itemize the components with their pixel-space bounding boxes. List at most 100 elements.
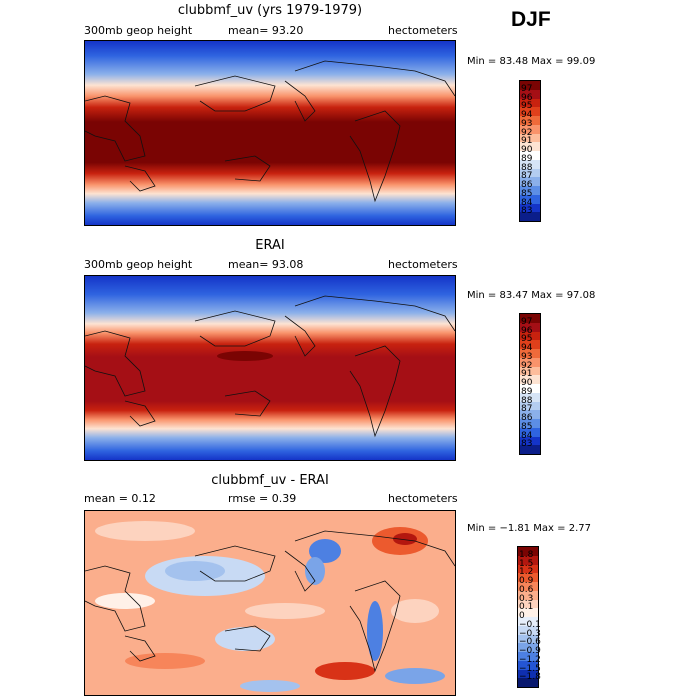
panel3-colorbar-segment (518, 573, 538, 582)
panel3-colorbar-tick-label: 1.8 (519, 549, 534, 560)
panel2-colorbar-tick-label: 83 (521, 439, 533, 450)
panel3-colorbar (517, 546, 539, 688)
panel3-colorbar-segment (518, 625, 538, 635)
panel2-colorbar-segment (520, 340, 540, 349)
panel3-colorbar-tick-label: 0.9 (519, 576, 534, 586)
panel2-colorbar-segment (520, 427, 540, 437)
panel2-mean-label: mean= 93.08 (228, 258, 304, 271)
panel1-colorbar-tick-label: 94 (521, 110, 533, 120)
panel1-colorbar (519, 80, 541, 222)
panel1-colorbar-tick-label: 87 (521, 171, 533, 182)
panel2-colorbar (519, 313, 541, 455)
panel2-units-label: hectometers (388, 258, 458, 271)
panel1-colorbar-tick-label: 89 (521, 153, 533, 164)
panel1-colorbar-segment (520, 203, 540, 213)
panel3-mean-label: mean = 0.12 (84, 492, 156, 505)
panel2-colorbar-segment (520, 349, 540, 358)
season-label: DJF (511, 8, 551, 31)
panel2-colorbar-segment (520, 445, 540, 454)
panel1-colorbar-segment (520, 98, 540, 108)
panel1-colorbar-tick-label: 96 (521, 92, 533, 103)
panel2-colorbar-segment (520, 357, 540, 367)
panel2-colorbar-tick-label: 86 (521, 413, 533, 423)
panel1-colorbar-tick-label: 91 (521, 136, 533, 147)
panel1-colorbar-segment (520, 116, 540, 125)
panel2-colorbar-segment (520, 375, 540, 384)
panel3-colorbar-tick-label: −0.3 (519, 628, 541, 639)
panel2-colorbar-tick-label: 85 (521, 421, 533, 432)
panel2-title: ERAI (255, 238, 285, 253)
panel2-min-max: Min = 83.47 Max = 97.08 (467, 290, 596, 301)
panel1-colorbar-segment (520, 133, 540, 143)
panel1-colorbar-segment (520, 81, 540, 90)
panel3-colorbar-segment (518, 634, 538, 644)
panel1-colorbar-segment (520, 212, 540, 221)
panel3-min-max: Min = −1.81 Max = 2.77 (467, 523, 591, 534)
panel1-colorbar-segment (520, 194, 540, 204)
panel2-field (85, 276, 455, 460)
panel2-colorbar-segment (520, 401, 540, 411)
panel3-colorbar-segment (518, 678, 538, 687)
panel2-colorbar-segment (520, 392, 540, 402)
panel1-colorbar-tick-label: 83 (521, 206, 533, 217)
panel3-colorbar-segment (518, 547, 538, 556)
panel3-colorbar-tick-label: 0.3 (519, 593, 534, 604)
panel3-colorbar-segment (518, 608, 538, 617)
panel1-colorbar-segment (520, 186, 540, 195)
panel2-colorbar-segment (520, 436, 540, 446)
panel1-colorbar-tick-label: 93 (521, 118, 533, 129)
panel3-colorbar-segment (518, 590, 538, 600)
panel2-colorbar-tick-label: 87 (521, 404, 533, 415)
panel3-colorbar-tick-label: −0.9 (519, 646, 541, 656)
panel2-warm-pool (217, 351, 273, 361)
panel2-colorbar-segment (520, 419, 540, 428)
panel1-colorbar-tick-label: 86 (521, 180, 533, 190)
panel2-colorbar-tick-label: 84 (521, 430, 533, 441)
panel2-colorbar-segment (520, 366, 540, 376)
panel3-rmse-label: rmse = 0.39 (228, 492, 297, 505)
panel3-colorbar-segment (518, 555, 538, 565)
panel3-anomalies (95, 521, 445, 692)
panel3-colorbar-tick-label: −1.2 (519, 654, 541, 665)
panel2-colorbar-tick-label: 91 (521, 369, 533, 380)
panel1-colorbar-tick-label: 85 (521, 188, 533, 199)
panel3-colorbar-tick-label: −1.5 (519, 663, 541, 674)
panel1-colorbar-segment (520, 107, 540, 116)
panel1-variable-label: 300mb geop height (84, 24, 193, 37)
panel3-colorbar-tick-label: 1.2 (519, 567, 534, 578)
panel2-colorbar-tick-label: 92 (521, 360, 533, 371)
panel1-colorbar-segment (520, 151, 540, 160)
panel3-title: clubbmf_uv - ERAI (211, 473, 329, 488)
panel3-colorbar-tick-label: 0.6 (519, 584, 534, 595)
panel1-colorbar-segment (520, 177, 540, 186)
panel1-colorbar-segment (520, 142, 540, 151)
panel3-colorbar-segment (518, 617, 538, 626)
panel3-colorbar-segment (518, 599, 538, 609)
panel1-colorbar-segment (520, 168, 540, 178)
panel3-colorbar-tick-label: −1.8 (519, 672, 541, 683)
panel2-colorbar-segment (520, 322, 540, 332)
panel3-colorbar-tick-label: 0.1 (519, 602, 534, 613)
panel2-colorbar-tick-label: 88 (521, 395, 533, 406)
panel1-colorbar-segment (520, 159, 540, 169)
panel2-colorbar-tick-label: 93 (521, 351, 533, 362)
panel2-colorbar-tick-label: 94 (521, 343, 533, 353)
panel1-map (84, 40, 456, 226)
panel1-coastlines (85, 60, 455, 203)
panel1-colorbar-tick-label: 92 (521, 127, 533, 138)
panel1-colorbar-segment (520, 89, 540, 99)
panel1-colorbar-segment (520, 124, 540, 134)
panel1-field (85, 41, 455, 225)
panel2-colorbar-segment (520, 410, 540, 419)
panel3-colorbar-segment (518, 582, 538, 591)
panel3-colorbar-tick-label: 0 (519, 611, 525, 621)
panel1-units-label: hectometers (388, 24, 458, 37)
panel3-colorbar-segment (518, 643, 538, 652)
panel2-colorbar-tick-label: 97 (521, 316, 533, 327)
panel1-colorbar-tick-label: 88 (521, 162, 533, 173)
panel3-colorbar-segment (518, 669, 538, 679)
panel2-colorbar-segment (520, 331, 540, 341)
panel3-map (84, 510, 456, 696)
panel2-colorbar-tick-label: 95 (521, 334, 533, 345)
panel3-coastlines (85, 530, 455, 673)
